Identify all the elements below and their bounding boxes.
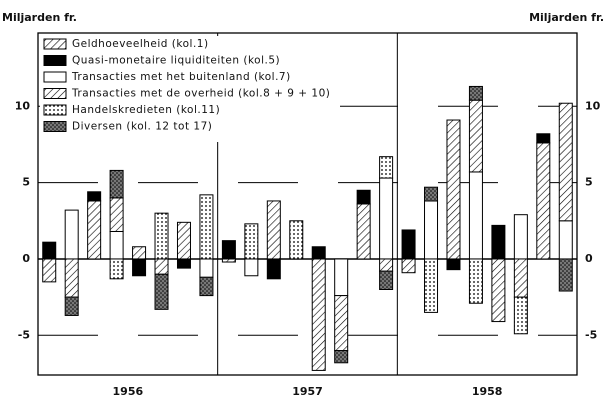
y-tick-label: 0 (22, 252, 30, 265)
y-tick-label: 5 (22, 176, 30, 189)
bar-segment (468, 171, 483, 260)
bar-segment (424, 258, 439, 313)
bar-segment (334, 258, 349, 297)
bar-segment (491, 258, 506, 323)
bar-segment (199, 194, 214, 260)
bar-segment (558, 258, 573, 292)
y-tick-label: -5 (18, 328, 30, 341)
bar-segment (42, 241, 57, 260)
bar-segment (109, 197, 124, 232)
legend-label: Quasi-monetaire liquiditeiten (kol.5) (72, 55, 280, 67)
bar-segment (356, 203, 371, 260)
x-tick-label: 1956 (113, 385, 144, 398)
bar-segment (311, 258, 326, 371)
bar-segment (536, 142, 551, 260)
legend-label: Diversen (kol. 12 tot 17) (72, 121, 212, 133)
bar-segment (356, 189, 371, 205)
bar-segment (379, 177, 394, 260)
y-tick-label: 10 (15, 99, 31, 112)
bar-segment (199, 276, 214, 297)
bar-segment (244, 223, 259, 260)
y-axis-label: Miljarden fr. (2, 11, 77, 24)
bar-segment (132, 246, 147, 260)
bar-segment (424, 200, 439, 260)
bar-segment (176, 221, 191, 260)
legend-label: Transacties met de overheid (kol.8 + 9 +… (71, 88, 330, 100)
y-axis-label: Miljarden fr. (529, 11, 604, 24)
bar-segment (468, 258, 483, 304)
y-tick-label: 5 (585, 176, 593, 189)
bar-segment (154, 258, 169, 275)
bar-segment (221, 240, 236, 260)
bar-segment (513, 214, 528, 260)
legend-swatch (43, 104, 67, 116)
bar-segment (468, 99, 483, 173)
bar-segment (334, 295, 349, 352)
bar-segment (132, 258, 147, 277)
bar-segment (379, 258, 394, 272)
bar-segment (446, 119, 461, 260)
x-tick-label: 1958 (472, 385, 503, 398)
bar-segment (42, 258, 57, 283)
plot-frame (37, 32, 578, 376)
bar-segment (379, 270, 394, 290)
bar-segment (558, 102, 573, 222)
bar-segment (266, 200, 281, 260)
bar-segment (64, 296, 79, 316)
legend-label: Geldhoeveelheid (kol.1) (72, 38, 209, 50)
legend-swatch (43, 121, 67, 132)
bar-segment (424, 186, 439, 202)
y-tick-label: 0 (585, 252, 593, 265)
bar-segment (109, 230, 124, 260)
bar-segment (491, 224, 506, 260)
bar-segment (513, 258, 528, 298)
bar-segment (311, 246, 326, 260)
legend-swatch (43, 55, 67, 66)
bar-segment (176, 258, 191, 269)
bar-segment (334, 350, 349, 364)
bar-segment (401, 258, 416, 274)
legend-swatch (43, 38, 67, 50)
bar-segment (87, 200, 102, 260)
bar-segment (244, 258, 259, 277)
legend-box (40, 36, 340, 142)
bar-segment (446, 258, 461, 271)
legend-label: Transacties met het buitenland (kol.7) (71, 71, 291, 83)
bar-segment (468, 85, 483, 101)
bar-segment (109, 169, 124, 199)
legend-swatch (43, 71, 67, 83)
bar-segment (536, 133, 551, 144)
bar-segment (513, 296, 528, 335)
bar-segment (558, 220, 573, 260)
bar-segment (379, 156, 394, 179)
x-tick-label: 1957 (292, 385, 323, 398)
bar-segment (64, 209, 79, 260)
legend-swatch (43, 88, 67, 99)
legend-label: Handelskredieten (kol.11) (72, 104, 220, 116)
bar-segment (199, 258, 214, 278)
bar-segment (401, 229, 416, 260)
bar-segment (64, 258, 79, 298)
bar-segment (87, 191, 102, 202)
bar-segment (266, 258, 281, 280)
bar-segment (154, 273, 169, 310)
y-tick-label: -5 (585, 328, 597, 341)
bar-segment (109, 258, 124, 280)
bar-segment (289, 220, 304, 260)
bar-segment (154, 212, 169, 260)
y-tick-label: 10 (585, 99, 601, 112)
